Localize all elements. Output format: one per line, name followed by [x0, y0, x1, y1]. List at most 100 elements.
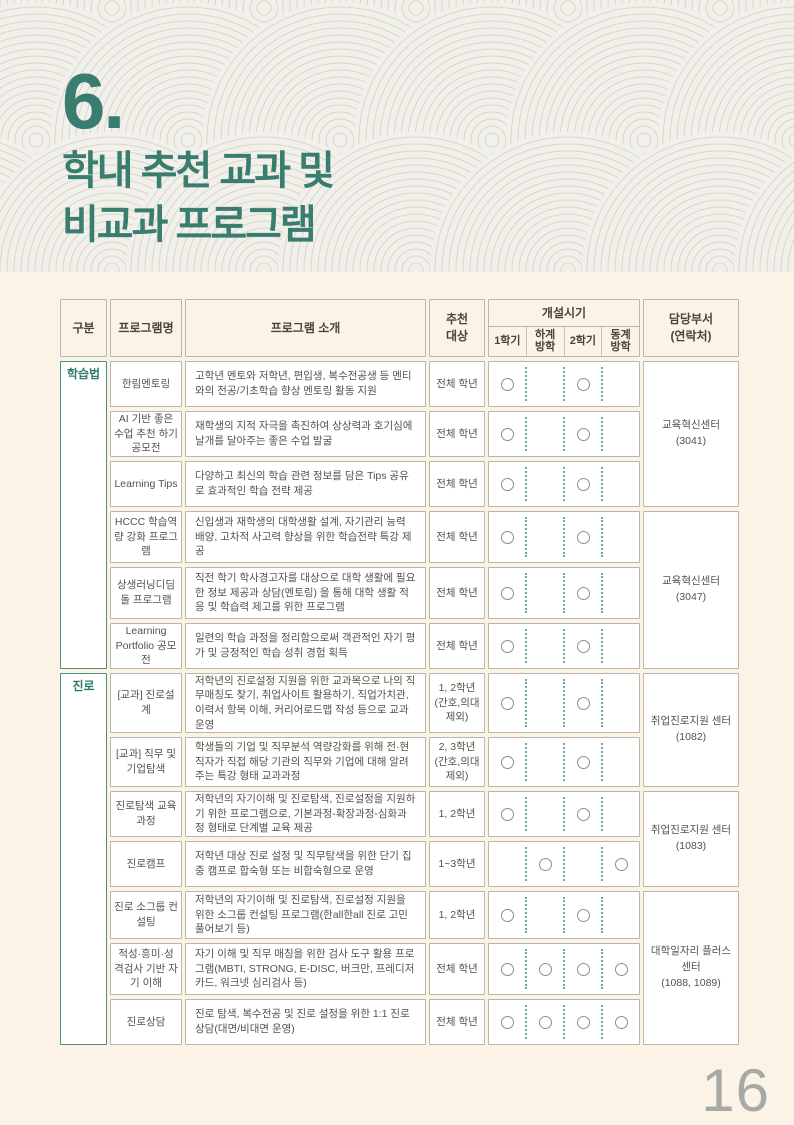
program-target: 1~3학년: [429, 841, 485, 887]
offered-circle: [500, 1015, 514, 1029]
program-schedule: [488, 623, 640, 669]
program-name: AI 기반 좋은 수업 추천 하기 공모전: [110, 411, 182, 457]
schedule-slot: [489, 897, 525, 933]
header-semester2: 2학기: [563, 326, 602, 356]
department-cell: 취업진로지원 센터 (1083): [643, 791, 739, 887]
offered-circle: [576, 530, 590, 544]
program-intro: 일련의 학습 과정을 정리함으로써 객관적인 자기 평가 및 긍정적인 학습 성…: [185, 623, 426, 669]
program-schedule: [488, 567, 640, 619]
schedule-slot: [601, 847, 639, 881]
department-name: 취업진로지원 센터: [650, 824, 732, 837]
schedule-slot: [525, 797, 563, 831]
program-target: 1, 2학년: [429, 891, 485, 939]
department-name: 교육혁신센터: [662, 419, 720, 432]
department-name: 취업진로지원 센터: [650, 715, 732, 728]
program-schedule: [488, 999, 640, 1045]
department-contact: (3041): [675, 435, 707, 447]
program-schedule: [488, 361, 640, 407]
program-name: [교과] 진로설계: [110, 673, 182, 733]
program-target: 전체 학년: [429, 361, 485, 407]
page-title-line1: 학내 추천 교과 및: [62, 148, 335, 193]
offered-circle: [576, 696, 590, 710]
program-schedule: [488, 461, 640, 507]
department-cell: 교육혁신센터 (3041): [643, 361, 739, 507]
schedule-slot: [525, 417, 563, 451]
schedule-slot: [563, 367, 601, 401]
schedule-slot: [563, 679, 601, 727]
program-target: 전체 학년: [429, 411, 485, 457]
schedule-slot: [563, 573, 601, 613]
schedule-slot: [525, 1005, 563, 1039]
department-cell: 취업진로지원 센터 (1082): [643, 673, 739, 787]
schedule-slot: [601, 679, 639, 727]
header-target: 추천 대상: [429, 299, 485, 357]
program-target: 전체 학년: [429, 623, 485, 669]
schedule-slot: [601, 897, 639, 933]
header-schedule-title: 개설시기: [541, 305, 587, 320]
schedule-slot: [601, 1005, 639, 1039]
offered-circle: [576, 908, 590, 922]
offered-circle: [576, 1015, 590, 1029]
offered-circle: [500, 962, 514, 976]
schedule-slot: [525, 743, 563, 781]
program-name: 진로탐색 교육과정: [110, 791, 182, 837]
program-intro: 고학년 멘토와 저학년, 편입생, 복수전공생 등 멘티와의 전공/기초학습 향…: [185, 361, 426, 407]
schedule-slot: [489, 573, 525, 613]
program-name: Learning Tips: [110, 461, 182, 507]
offered-circle: [500, 377, 514, 391]
schedule-slot: [563, 949, 601, 989]
category-cell-career: 진로: [60, 673, 107, 1045]
schedule-slot: [563, 847, 601, 881]
header-program-intro: 프로그램 소개: [185, 299, 426, 357]
program-target: 전체 학년: [429, 999, 485, 1045]
schedule-slot: [525, 573, 563, 613]
schedule-slot: [489, 467, 525, 501]
department-cell: 교육혁신센터 (3047): [643, 511, 739, 669]
program-name: [교과] 직무 및 기업탐색: [110, 737, 182, 787]
program-intro: 직전 학기 학사경고자를 대상으로 대학 생활에 필요한 정보 제공과 상담(멘…: [185, 567, 426, 619]
department-contact: (1088, 1089): [661, 976, 721, 989]
program-name: 진로상담: [110, 999, 182, 1045]
program-schedule: [488, 891, 640, 939]
program-name: 진로캠프: [110, 841, 182, 887]
header-band: 6. 학내 추천 교과 및 비교과 프로그램: [0, 0, 794, 272]
program-name: 적성·흥미·성격검사 기반 자기 이해: [110, 943, 182, 995]
schedule-slot: [601, 517, 639, 557]
schedule-slot: [601, 573, 639, 613]
schedule-slot: [489, 1005, 525, 1039]
schedule-slot: [489, 679, 525, 727]
schedule-slot: [601, 949, 639, 989]
department-contact: (1082): [675, 731, 707, 743]
offered-circle: [500, 755, 514, 769]
department-contact: (3047): [675, 591, 707, 603]
schedule-slot: [489, 629, 525, 663]
offered-circle: [576, 477, 590, 491]
schedule-slot: [489, 949, 525, 989]
section-number: 6.: [62, 57, 125, 145]
schedule-slot: [525, 517, 563, 557]
department-contact: (1083): [675, 840, 707, 852]
offered-circle: [576, 962, 590, 976]
schedule-slot: [563, 517, 601, 557]
program-schedule: [488, 841, 640, 887]
offered-circle: [500, 639, 514, 653]
program-target: 1, 2학년: [429, 791, 485, 837]
program-schedule: [488, 411, 640, 457]
schedule-slot: [489, 417, 525, 451]
offered-circle: [538, 857, 552, 871]
program-intro: 진로 탐색, 복수전공 및 진로 설정을 위한 1:1 진로상담(대면/비대면 …: [185, 999, 426, 1045]
schedule-slot: [525, 949, 563, 989]
schedule-slot: [489, 367, 525, 401]
offered-circle: [500, 477, 514, 491]
offered-circle: [576, 377, 590, 391]
header-schedule: 개설시기 1학기 하계 방학 2학기 동계 방학: [488, 299, 640, 357]
offered-circle: [614, 1015, 628, 1029]
program-target: 2, 3학년 (간호,의대 제외): [429, 737, 485, 787]
schedule-slot: [525, 367, 563, 401]
program-intro: 재학생의 지적 자극을 촉진하여 상상력과 호기심에 날개를 달아주는 좋은 수…: [185, 411, 426, 457]
department-name: 대학일자리 플러스 센터: [650, 945, 732, 974]
program-target: 전체 학년: [429, 567, 485, 619]
page-number: 16: [701, 1057, 770, 1124]
offered-circle: [500, 696, 514, 710]
